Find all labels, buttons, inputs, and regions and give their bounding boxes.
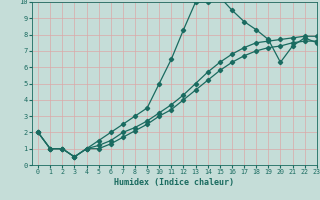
X-axis label: Humidex (Indice chaleur): Humidex (Indice chaleur) (115, 178, 234, 187)
